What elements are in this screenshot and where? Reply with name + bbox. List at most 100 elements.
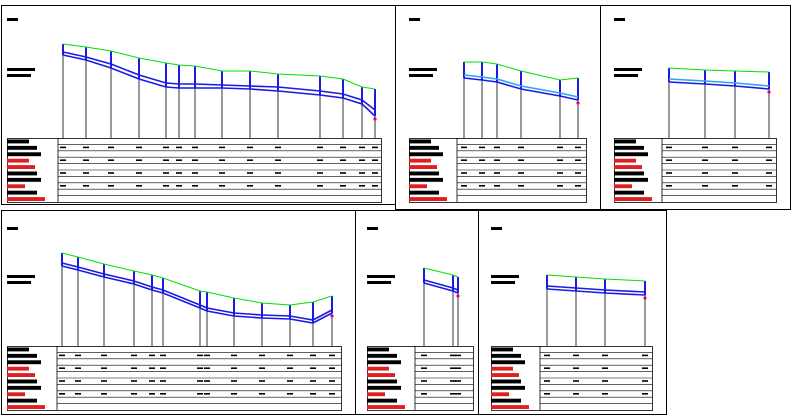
table-value-mark: [231, 367, 237, 369]
table-value-mark: [59, 354, 65, 357]
table-value-mark: [60, 185, 66, 187]
table-value-mark: [131, 393, 137, 395]
table-row-label-mark: [367, 373, 395, 377]
table-row-label-mark: [409, 197, 447, 201]
table-value-mark: [450, 354, 456, 357]
table-value-mark: [359, 172, 365, 174]
table-value-mark: [219, 185, 225, 187]
table-value-mark: [702, 159, 708, 161]
table-value-mark: [557, 159, 563, 161]
table-value-mark: [287, 393, 293, 395]
table-value-mark: [573, 393, 579, 395]
sheet-frame: [600, 5, 791, 210]
table-value-mark: [317, 172, 323, 174]
table-row-label-mark: [491, 398, 521, 403]
table-value-mark: [197, 380, 203, 382]
table-value-mark: [108, 146, 114, 149]
table-value-mark: [421, 367, 427, 369]
table-value-mark: [557, 185, 563, 187]
table-value-mark: [136, 172, 142, 174]
table-value-mark: [101, 367, 107, 369]
table-value-mark: [494, 146, 500, 149]
table-row-label-mark: [614, 177, 648, 182]
table-value-mark: [544, 380, 550, 382]
table-value-mark: [340, 172, 346, 174]
table-value-mark: [259, 380, 265, 382]
table-value-mark: [136, 146, 142, 149]
table-value-mark: [518, 146, 524, 149]
sheet-frame: [1, 210, 356, 415]
table-value-mark: [494, 159, 500, 161]
pipe-top-line: [546, 285, 646, 293]
profile-sheet: [395, 5, 601, 210]
table-row-label-mark: [7, 398, 37, 403]
ground-line: [423, 267, 459, 278]
table-value-mark: [131, 367, 137, 369]
table-row-label-mark: [491, 347, 513, 352]
table-value-mark: [259, 367, 265, 369]
table-row-label-mark: [7, 165, 35, 169]
table-value-mark: [287, 367, 293, 369]
profile-sheet: [600, 5, 791, 210]
table-value-mark: [149, 380, 155, 382]
table-value-mark: [372, 146, 378, 149]
table-row-label-mark: [7, 145, 37, 150]
table-value-mark: [163, 172, 169, 174]
table-value-mark: [329, 393, 335, 395]
pipe-top-line: [423, 279, 459, 291]
table-value-mark: [557, 146, 563, 149]
data-table: [7, 346, 342, 411]
table-value-mark: [461, 172, 467, 174]
table-row-label-mark: [7, 177, 41, 182]
table-row-label-mark: [614, 158, 636, 163]
table-value-mark: [666, 185, 672, 187]
table-row-label-mark: [7, 197, 45, 201]
table-value-mark: [461, 146, 467, 149]
table-value-mark: [176, 172, 182, 174]
table-row-label-mark: [614, 171, 644, 176]
table-value-mark: [573, 380, 579, 382]
table-value-mark: [197, 393, 203, 395]
table-row-label-mark: [7, 366, 29, 371]
table-value-mark: [479, 159, 485, 161]
table-value-mark: [766, 185, 772, 187]
table-value-mark: [450, 393, 456, 395]
scale-label-mark: [409, 68, 437, 71]
table-value-mark: [219, 172, 225, 174]
table-value-mark: [602, 354, 608, 357]
table-value-mark: [219, 146, 225, 149]
table-value-mark: [602, 367, 608, 369]
node-marker: [330, 314, 334, 318]
table-value-mark: [101, 380, 107, 382]
ground-line: [546, 274, 646, 282]
table-value-mark: [421, 380, 427, 382]
pipe-top-line: [62, 51, 376, 111]
table-value-mark: [176, 159, 182, 161]
scale-label-mark: [367, 281, 391, 284]
table-row-label-mark: [7, 373, 35, 377]
table-value-mark: [732, 185, 738, 187]
table-value-mark: [317, 185, 323, 187]
data-table: [491, 346, 653, 411]
table-value-mark: [275, 159, 281, 161]
scale-label-mark: [7, 281, 31, 284]
table-value-mark: [60, 159, 66, 161]
table-value-mark: [340, 146, 346, 149]
sheet-frame: [1, 5, 396, 205]
table-value-mark: [732, 159, 738, 161]
table-value-mark: [160, 367, 166, 369]
table-row-label-mark: [367, 385, 401, 390]
table-row-label-mark: [491, 379, 521, 384]
table-value-mark: [494, 185, 500, 187]
node-marker: [456, 294, 460, 298]
table-row-label-mark: [491, 405, 529, 409]
table-value-mark: [732, 146, 738, 149]
scale-label-mark: [614, 74, 638, 77]
pipe-top-line: [463, 74, 579, 98]
table-value-mark: [518, 172, 524, 174]
table-value-mark: [642, 380, 648, 382]
table-value-mark: [231, 393, 237, 395]
table-value-mark: [702, 146, 708, 149]
table-value-mark: [455, 354, 461, 357]
table-row-label-mark: [7, 385, 41, 390]
